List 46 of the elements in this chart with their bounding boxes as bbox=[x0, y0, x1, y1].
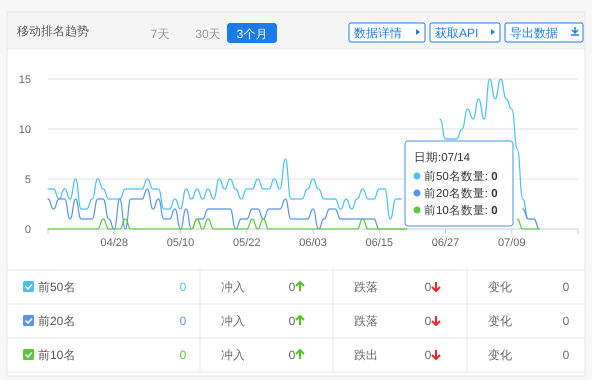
y-tick-label: 15 bbox=[18, 74, 31, 86]
text: 变化 bbox=[488, 314, 512, 328]
text: 0 bbox=[288, 348, 296, 362]
text: 冲入 bbox=[221, 314, 245, 328]
text: 0 bbox=[424, 348, 432, 362]
y-tick-label: 0 bbox=[24, 224, 31, 236]
x-tick-label: 06/03 bbox=[299, 237, 327, 249]
text: 数据详情 bbox=[354, 26, 402, 40]
y-tick-label: 10 bbox=[18, 124, 31, 136]
y-tick-label: 5 bbox=[24, 174, 31, 186]
legend-label: 前50名 bbox=[38, 280, 76, 294]
x-tick-label: 06/15 bbox=[365, 237, 394, 249]
annotation: 前20名数量: 0 bbox=[424, 187, 498, 200]
text: 0 bbox=[562, 280, 570, 294]
text: 0 bbox=[180, 280, 187, 294]
text: 0 bbox=[180, 348, 187, 362]
chart-title: 移动排名趋势 bbox=[17, 24, 89, 38]
text: 3个月 bbox=[236, 27, 268, 41]
x-tick-label: 05/22 bbox=[232, 237, 261, 249]
text: 变化 bbox=[488, 280, 512, 294]
text: 0 bbox=[180, 314, 187, 328]
annotation: 前50名数量: 0 bbox=[424, 170, 498, 183]
text: 跌落 bbox=[354, 314, 378, 328]
text: 导出数据 bbox=[510, 26, 558, 40]
text: 0 bbox=[562, 348, 570, 362]
text: 30天 bbox=[195, 27, 221, 41]
text: 0 bbox=[424, 280, 432, 294]
text: 0 bbox=[562, 314, 570, 328]
x-tick-label: 06/27 bbox=[432, 237, 460, 249]
text: 跌落 bbox=[354, 280, 378, 294]
text: 0 bbox=[288, 280, 296, 294]
text: 跌出 bbox=[354, 348, 378, 362]
legend-label: 前10名 bbox=[38, 348, 76, 362]
x-tick-label: 05/10 bbox=[166, 237, 194, 249]
annotation: 日期:07/14 bbox=[414, 151, 471, 164]
text: 0 bbox=[424, 314, 432, 328]
legend-label: 前20名 bbox=[38, 314, 76, 328]
text: 7天 bbox=[150, 27, 170, 41]
x-tick-label: 07/09 bbox=[498, 237, 526, 249]
text: 0 bbox=[288, 314, 296, 328]
text: 冲入 bbox=[221, 348, 245, 362]
x-tick-label: 04/28 bbox=[100, 237, 128, 249]
text: 冲入 bbox=[221, 280, 245, 294]
text: 获取API bbox=[435, 26, 478, 40]
annotation: 前10名数量: 0 bbox=[424, 204, 498, 217]
text: 变化 bbox=[488, 348, 512, 362]
